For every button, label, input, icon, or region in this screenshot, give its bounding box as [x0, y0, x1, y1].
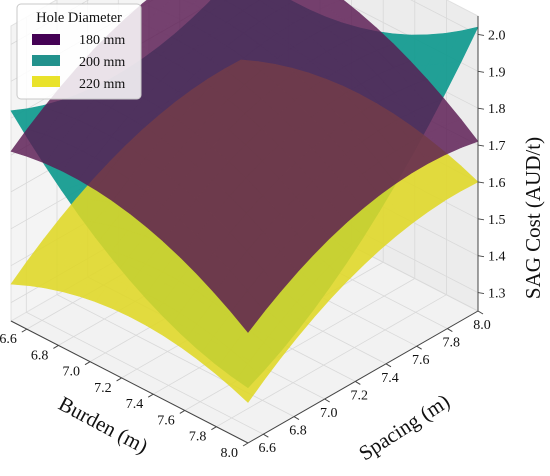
spacing-tick-label: 7.0: [320, 406, 338, 421]
legend-label-180: 180 mm: [79, 33, 125, 48]
burden-tick: [242, 442, 249, 447]
burden-tick: [116, 377, 122, 382]
cost-tick-label: 2.0: [488, 28, 506, 43]
spacing-tick-label: 6.8: [289, 424, 307, 439]
spacing-tick-label: 7.8: [443, 336, 461, 351]
cost-tick-label: 1.5: [488, 213, 506, 228]
cost-tick-label: 1.9: [488, 65, 506, 80]
cost-tick-label: 1.6: [488, 176, 506, 191]
legend-title: Hole Diameter: [36, 10, 122, 26]
grid-line-cost: [10, 0, 479, 45]
legend-swatch-180: [32, 34, 60, 45]
burden-tick: [211, 426, 217, 431]
cost-tick-label: 1.4: [488, 250, 506, 265]
cost-tick: [477, 255, 485, 258]
burden-tick: [53, 344, 59, 349]
cost-tick: [477, 218, 485, 221]
cost-tick-label: 1.3: [488, 287, 506, 302]
cost-tick-label: 1.7: [488, 139, 506, 154]
surface-patch: [141, 0, 173, 11]
surface-patch: [317, 0, 342, 7]
cost-tick: [477, 181, 485, 184]
surfaces: [10, 0, 479, 403]
burden-axis-line: [10, 320, 249, 444]
burden-tick-label: 8.0: [221, 446, 239, 461]
spacing-tick: [477, 310, 484, 315]
cost-tick: [477, 292, 485, 295]
cost-tick: [477, 144, 485, 147]
burden-tick-label: 6.6: [0, 332, 17, 347]
legend-label-220: 220 mm: [79, 77, 125, 92]
spacing-tick-label: 7.6: [412, 353, 430, 368]
spacing-tick: [263, 433, 269, 438]
spacing-tick: [385, 363, 392, 368]
cost-tick: [477, 70, 485, 73]
surface-180-mm: [10, 0, 479, 333]
burden-tick: [21, 328, 28, 333]
legend-label-200: 200 mm: [79, 55, 125, 70]
burden-tick-label: 7.2: [94, 381, 112, 396]
burden-tick-label: 6.8: [31, 348, 49, 363]
legend: Hole Diameter 180 mm 200 mm 220 mm: [16, 3, 142, 100]
spacing-tick: [355, 380, 361, 385]
burden-tick: [147, 393, 154, 398]
spacing-tick: [324, 398, 330, 403]
spacing-tick-label: 7.4: [381, 371, 399, 386]
cost-tick: [477, 107, 485, 110]
spacing-tick-label: 7.2: [351, 388, 369, 403]
burden-tick-label: 7.6: [157, 414, 175, 429]
y-axis-label: Spacing (m): [354, 389, 454, 465]
spacing-axis-line: [247, 310, 479, 444]
burden-tick-label: 7.0: [63, 365, 81, 380]
axes: 6.6 6.8 7.0 7.2 7.4 7.6 7.8 8.0 6.6 6.8 7.0 7.2 7.4 7…: [0, 16, 506, 461]
surface-patch: [182, 0, 199, 5]
cost-tick-label: 1.8: [488, 102, 506, 117]
burden-tick-label: 7.8: [189, 430, 207, 445]
spacing-tick: [416, 345, 422, 350]
legend-swatch-220: [32, 76, 60, 87]
spacing-tick-label: 8.0: [473, 318, 491, 333]
spacing-tick: [293, 416, 300, 421]
spacing-tick: [447, 328, 453, 333]
spacing-tick-label: 6.6: [259, 441, 277, 456]
legend-frame: [16, 3, 142, 100]
burden-tick: [179, 410, 186, 414]
burden-tick-label: 7.4: [126, 397, 144, 412]
surface-patch: [289, 0, 298, 3]
burden-tick: [84, 361, 91, 366]
cost-tick: [477, 33, 485, 36]
z-axis-label: SAG Cost (AUD/t): [521, 137, 545, 299]
legend-swatch-200: [32, 55, 60, 66]
